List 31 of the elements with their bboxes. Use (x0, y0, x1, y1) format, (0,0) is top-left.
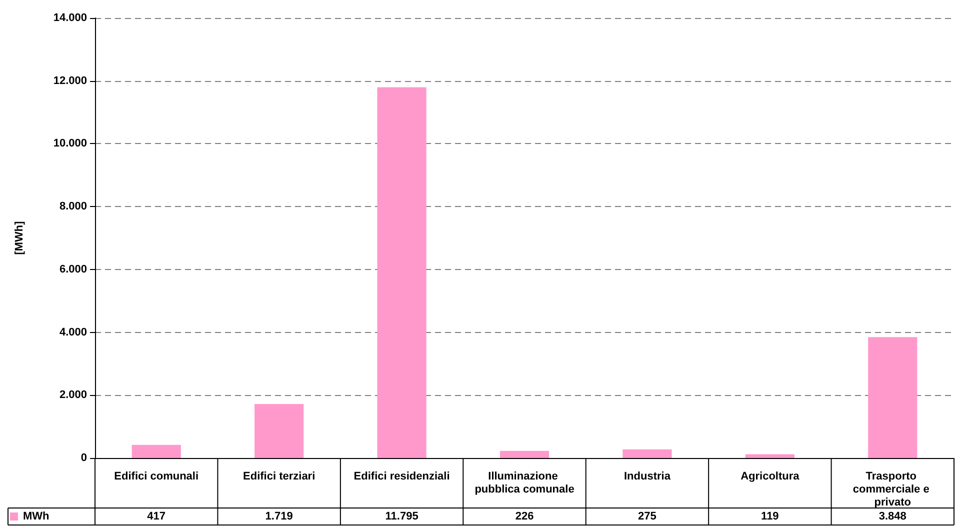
data-label: 11.795 (385, 510, 418, 522)
x-tick-label: Industria (624, 470, 672, 482)
y-tick-label: 0 (80, 452, 87, 464)
bar (868, 337, 918, 458)
data-label: 1.719 (265, 510, 293, 522)
y-tick-label: 10.000 (53, 138, 87, 150)
y-tick-label: 2.000 (59, 389, 87, 402)
bar (500, 450, 550, 458)
data-label: 119 (761, 510, 779, 522)
x-tick-label: Edifici comunali (114, 470, 199, 482)
x-tick-label: Agricoltura (740, 470, 800, 482)
y-tick-label: 14.000 (53, 12, 87, 24)
data-label: 226 (515, 510, 534, 522)
y-tick-label: 12.000 (53, 74, 87, 87)
data-label: 275 (638, 510, 656, 522)
data-label: 417 (147, 510, 166, 522)
legend-label: MWh (23, 510, 50, 522)
bar (745, 454, 794, 458)
x-tick-label: Edifici residenziali (354, 470, 450, 482)
bar (132, 444, 181, 458)
x-tick-label: Edifici terziari (243, 470, 316, 482)
bar (377, 87, 426, 458)
data-label: 3.848 (878, 510, 906, 522)
y-tick-label: 4.000 (59, 326, 87, 338)
y-tick-label: 6.000 (59, 263, 87, 276)
x-tick-label: Illuminazione pubblica comunale (474, 470, 574, 496)
y-tick-label: 8.000 (59, 200, 87, 213)
bar (622, 449, 672, 458)
y-axis-title: [MWh] (14, 220, 26, 255)
x-tick-label: Trasporto commerciale e privato (852, 470, 932, 508)
bar (254, 404, 304, 458)
